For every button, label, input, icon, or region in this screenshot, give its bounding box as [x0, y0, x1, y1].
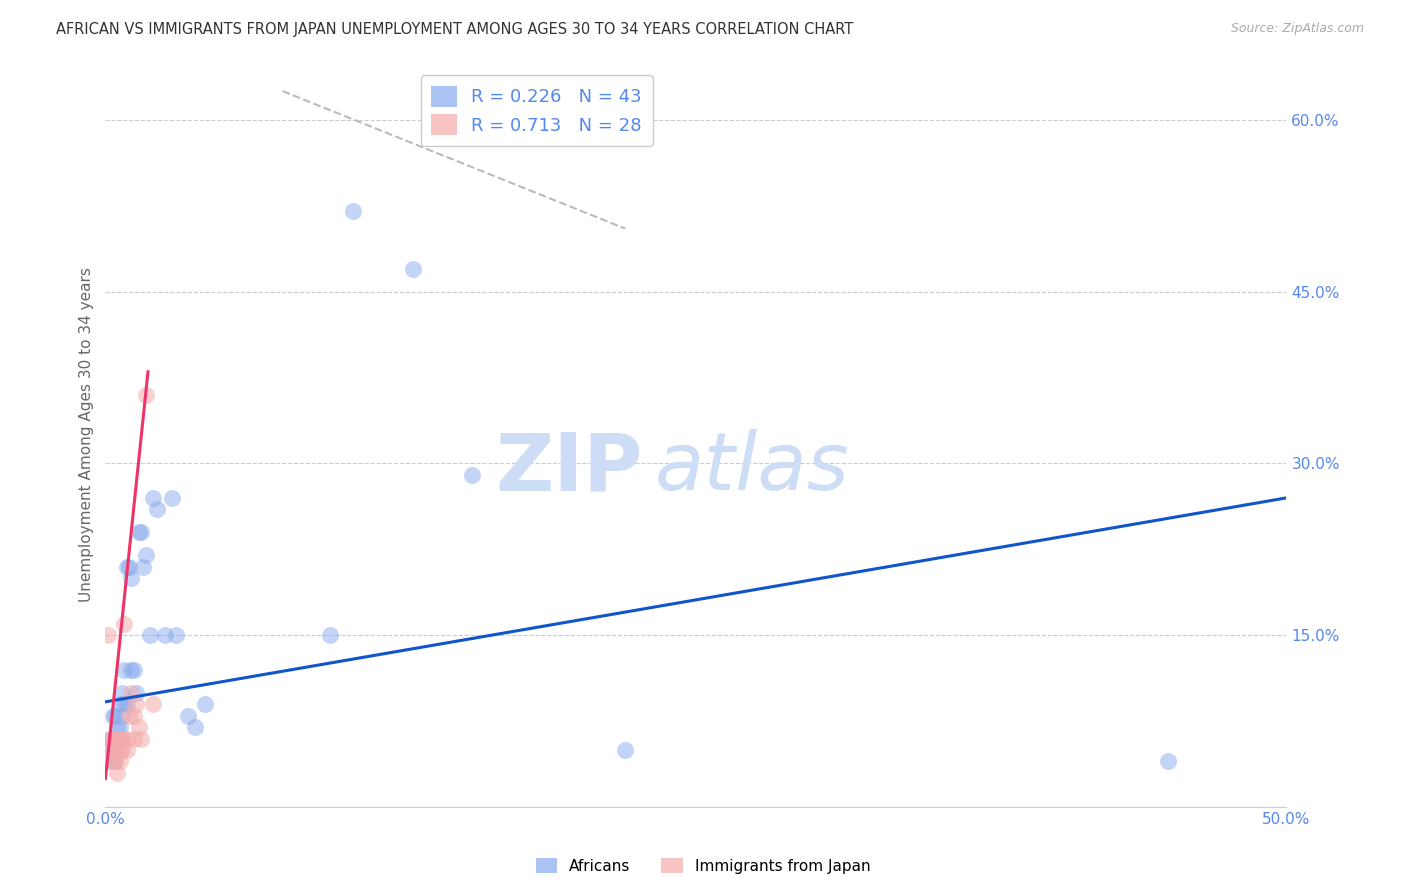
- Point: [128, 720, 150, 734]
- Point: [142, 491, 165, 505]
- Point: [108, 755, 131, 769]
- Point: [98, 755, 121, 769]
- Point: [135, 548, 157, 562]
- Point: [98, 743, 121, 757]
- Point: [101, 731, 124, 746]
- Point: [184, 720, 207, 734]
- Point: [97, 628, 120, 642]
- Point: [122, 663, 145, 677]
- Point: [165, 628, 187, 642]
- Point: [105, 743, 128, 757]
- Point: [112, 697, 135, 711]
- Point: [194, 697, 217, 711]
- Point: [112, 663, 135, 677]
- Point: [101, 743, 124, 757]
- Point: [115, 697, 138, 711]
- Point: [115, 559, 138, 574]
- Point: [112, 616, 135, 631]
- Point: [101, 708, 124, 723]
- Point: [115, 743, 138, 757]
- Point: [111, 743, 134, 757]
- Point: [98, 731, 121, 746]
- Legend: R = 0.226   N = 43, R = 0.713   N = 28: R = 0.226 N = 43, R = 0.713 N = 28: [420, 75, 652, 145]
- Point: [460, 467, 482, 482]
- Point: [104, 708, 127, 723]
- Point: [319, 628, 342, 642]
- Point: [118, 559, 141, 574]
- Point: [101, 731, 124, 746]
- Point: [108, 731, 131, 746]
- Point: [160, 491, 183, 505]
- Point: [101, 755, 124, 769]
- Point: [108, 720, 131, 734]
- Point: [122, 708, 145, 723]
- Point: [120, 571, 142, 585]
- Point: [125, 697, 148, 711]
- Point: [104, 731, 127, 746]
- Point: [1157, 755, 1180, 769]
- Point: [132, 559, 155, 574]
- Point: [177, 708, 200, 723]
- Point: [111, 686, 134, 700]
- Point: [139, 628, 162, 642]
- Point: [129, 525, 152, 540]
- Text: ZIP: ZIP: [495, 429, 643, 508]
- Point: [401, 261, 423, 276]
- Point: [111, 731, 134, 746]
- Point: [108, 697, 131, 711]
- Point: [105, 731, 128, 746]
- Point: [111, 708, 134, 723]
- Point: [128, 525, 150, 540]
- Point: [142, 697, 165, 711]
- Point: [120, 663, 142, 677]
- Point: [118, 708, 141, 723]
- Point: [105, 743, 128, 757]
- Text: AFRICAN VS IMMIGRANTS FROM JAPAN UNEMPLOYMENT AMONG AGES 30 TO 34 YEARS CORRELAT: AFRICAN VS IMMIGRANTS FROM JAPAN UNEMPLO…: [56, 22, 853, 37]
- Point: [104, 731, 127, 746]
- Point: [129, 731, 152, 746]
- Point: [153, 628, 176, 642]
- Point: [120, 686, 142, 700]
- Point: [98, 731, 121, 746]
- Point: [115, 731, 138, 746]
- Legend: Africans, Immigrants from Japan: Africans, Immigrants from Japan: [530, 852, 876, 880]
- Point: [108, 731, 131, 746]
- Point: [122, 731, 145, 746]
- Point: [125, 686, 148, 700]
- Point: [342, 204, 364, 219]
- Text: atlas: atlas: [655, 429, 849, 508]
- Point: [104, 755, 127, 769]
- Point: [614, 743, 637, 757]
- Point: [146, 502, 169, 516]
- Point: [101, 743, 124, 757]
- Text: Source: ZipAtlas.com: Source: ZipAtlas.com: [1230, 22, 1364, 36]
- Y-axis label: Unemployment Among Ages 30 to 34 years: Unemployment Among Ages 30 to 34 years: [79, 268, 94, 602]
- Point: [135, 388, 157, 402]
- Point: [108, 743, 131, 757]
- Point: [105, 720, 128, 734]
- Point: [104, 755, 127, 769]
- Point: [105, 765, 128, 780]
